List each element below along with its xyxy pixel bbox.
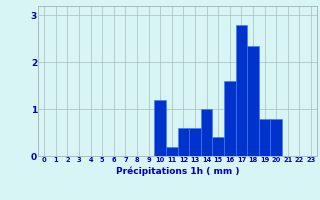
Bar — [259, 118, 270, 156]
X-axis label: Précipitations 1h ( mm ): Précipitations 1h ( mm ) — [116, 166, 239, 176]
Bar — [189, 128, 201, 156]
Bar — [178, 128, 189, 156]
Bar — [201, 109, 212, 156]
Bar — [236, 25, 247, 156]
Bar — [224, 81, 236, 156]
Bar — [166, 147, 178, 156]
Bar — [212, 137, 224, 156]
Bar — [270, 118, 282, 156]
Bar — [155, 100, 166, 156]
Bar — [247, 46, 259, 156]
